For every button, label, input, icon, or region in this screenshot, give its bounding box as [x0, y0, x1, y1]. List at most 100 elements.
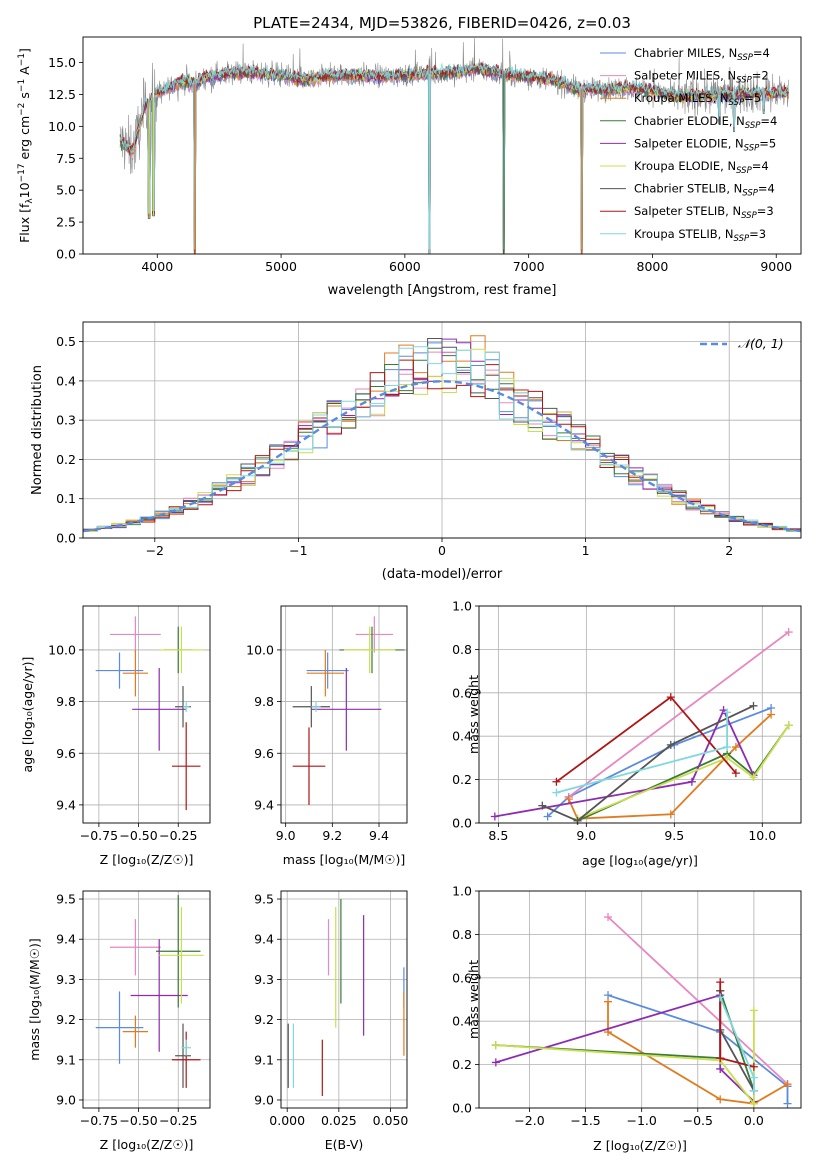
axes-frame [280, 890, 408, 1109]
legend-label-part: =4 [760, 114, 777, 128]
legend-label-part: Kroupa STELIB, N [634, 227, 734, 241]
weight-marker-kroupa_miles [604, 997, 613, 1006]
weight-marker-kroupa_miles [767, 710, 776, 719]
weight-marker-kroupa_stelib [723, 708, 732, 717]
weight-marker-kroupa_stelib [716, 993, 725, 1002]
weight-marker-chabrier_miles [783, 1099, 792, 1108]
x-tick-label: 10.0 [748, 828, 776, 843]
y-axis-label-part: λ [25, 198, 35, 204]
y-axis-label: mass [log₁₀(M/M☉)] [27, 938, 42, 1060]
age_vs_mass-panel: 9.0 9.2 9.4 9.4 9.6 9.8 10.0 mass [log₁₀(M/M☉)] [246, 605, 408, 867]
axes-frame [478, 605, 802, 824]
y-tick-label: 10.0 [246, 642, 274, 657]
legend-label: Salpeter MILES, NSSP=2 [634, 69, 769, 86]
legend-label: Chabrier STELIB, NSSP=4 [634, 182, 775, 199]
x-axis-label: Z [log₁₀(Z/Z☉)] [593, 1138, 687, 1153]
legend-label-part: Salpeter STELIB, N [634, 204, 741, 218]
y-tick-label: 1.0 [452, 599, 472, 614]
legend-label-part: Salpeter MILES, N [634, 69, 736, 83]
y-tick-label: 9.2 [56, 1012, 76, 1027]
x-tick-label: 1 [582, 543, 590, 558]
weight-marker-kroupa_miles [783, 1080, 792, 1089]
y-tick-label: 0.1 [56, 491, 76, 506]
axes-frame [82, 36, 802, 255]
x-tick-label: 9.4 [369, 828, 389, 843]
y-axis-label-part: −1 [17, 53, 27, 66]
y-tick-label: 9.6 [56, 746, 76, 761]
legend-label-part: SSP [742, 189, 758, 199]
weight-marker-kroupa_stelib [749, 1073, 758, 1082]
x-tick-label: 9.0 [276, 828, 296, 843]
histogram-kroupa_stelib [83, 346, 801, 538]
x-axis-label: (data-model)/error [382, 567, 503, 582]
y-tick-label: 0.4 [452, 729, 472, 744]
residuals-panel: −2 −1 0 1 2 0.0 0.1 0.2 0.3 0.4 0.5 𝒩(0, 1) (data-mo… [30, 321, 802, 582]
axes-frame [82, 321, 802, 539]
legend-label-part: =3 [749, 227, 766, 241]
y-axis-label-part: erg cm [17, 116, 32, 164]
legend-label-part: =5 [744, 91, 761, 105]
y-tick-label: 9.1 [56, 1052, 76, 1067]
x-tick-label: 0.050 [373, 1113, 409, 1128]
legend-label: Salpeter STELIB, NSSP=3 [634, 204, 774, 221]
weight-marker-chabrier_stelib [749, 701, 758, 710]
y-axis-label: age [log₁₀(age/yr)] [20, 657, 35, 773]
y-tick-label: 9.4 [254, 797, 274, 812]
legend-label-part: SSP [736, 76, 752, 86]
weight-line-chabrier_elodie [495, 990, 755, 1091]
x-tick-label: −0.75 [80, 828, 118, 843]
y-tick-label: 0.0 [452, 816, 472, 831]
y-tick-label: 2.5 [56, 215, 76, 230]
x-tick-label: −2 [146, 543, 164, 558]
y-tick-label: 10.0 [48, 642, 76, 657]
y-tick-label: 9.4 [56, 932, 76, 947]
model-line-kroupa_stelib [119, 62, 790, 250]
x-tick-label: 5000 [265, 259, 297, 274]
x-tick-label: 8.5 [488, 828, 508, 843]
y-tick-label: 9.6 [254, 746, 274, 761]
legend-label-part: SSP [737, 53, 753, 63]
x-axis-label: Z [log₁₀(Z/Z☉)] [100, 1137, 194, 1152]
weight-marker-salpeter_stelib [716, 978, 725, 987]
legend-label-part: =4 [752, 159, 769, 173]
weight-marker-kroupa_stelib [723, 743, 732, 752]
weight-marker-kroupa_miles [731, 743, 740, 752]
legend-label-part: SSP [736, 166, 752, 176]
legend-label: 𝒩(0, 1) [738, 336, 784, 351]
y-axis-label-part: ] [17, 48, 32, 53]
x-tick-label: 0.025 [321, 1113, 357, 1128]
legend-label-part: SSP [741, 211, 757, 221]
x-tick-label: 0 [438, 543, 446, 558]
y-tick-label: 15.0 [48, 55, 76, 70]
x-tick-label: 7000 [513, 259, 545, 274]
legend-label-part: =4 [758, 182, 775, 196]
legend-label-part: Chabrier MILES, N [634, 46, 737, 60]
y-tick-label: 9.5 [254, 892, 274, 907]
legend-label-part: Salpeter ELODIE, N [634, 136, 744, 150]
y-axis-label-part: Flux [f [17, 203, 32, 243]
weight_vs_z-panel: −2.0 −1.5 −1.0 −0.5 0.0 0.0 0.2 0.4 0.6 0.8 1.0 Z [… [452, 884, 802, 1153]
weight-marker-kroupa_elodie [749, 1099, 758, 1108]
x-axis-label: E(B-V) [325, 1137, 364, 1152]
weight-marker-salpeter_stelib [552, 777, 561, 786]
x-tick-label: −1 [289, 543, 307, 558]
y-tick-label: 0.0 [452, 1101, 472, 1116]
weight-marker-kroupa_elodie [491, 1041, 500, 1050]
y-tick-label: 9.1 [254, 1052, 274, 1067]
y-tick-label: 0.2 [56, 452, 76, 467]
weight-marker-chabrier_stelib [666, 740, 675, 749]
legend-label: Chabrier MILES, NSSP=4 [634, 46, 770, 63]
x-axis-label: wavelength [Angstrom, rest frame] [328, 283, 557, 298]
weight-marker-salpeter_elodie [491, 1058, 500, 1067]
y-tick-label: 9.2 [254, 1012, 274, 1027]
y-axis-label-part: −17 [17, 163, 27, 182]
y-tick-label: 9.5 [56, 892, 76, 907]
legend-label-part: SSP [729, 98, 745, 108]
weight-marker-kroupa_elodie [784, 721, 793, 730]
weight-line-kroupa_elodie [577, 724, 790, 820]
x-tick-label: 9000 [760, 259, 792, 274]
x-tick-label: −0.50 [119, 828, 157, 843]
weight-marker-kroupa_elodie [749, 773, 758, 782]
y-tick-label: 9.0 [254, 1092, 274, 1107]
x-axis-label: age [log₁₀(age/yr)] [582, 853, 698, 868]
